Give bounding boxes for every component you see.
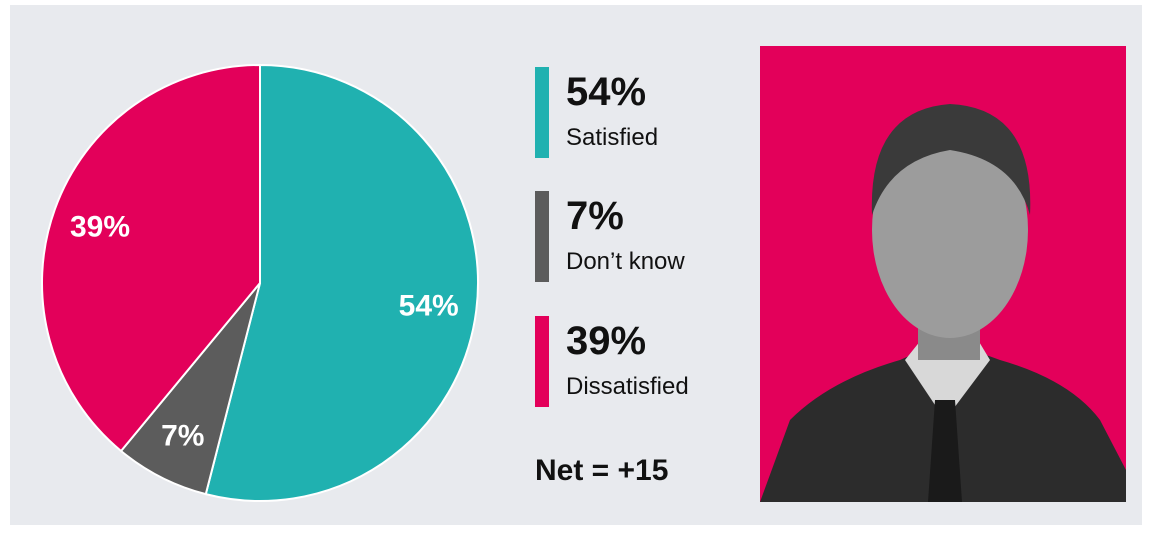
legend-value: 54%: [566, 70, 646, 114]
data-label: 39%: [70, 210, 130, 243]
portrait: [760, 46, 1126, 502]
legend-label: Dissatisfied: [566, 373, 689, 400]
portrait-hair: [871, 104, 1031, 215]
data-label: 54%: [399, 289, 459, 322]
legend-swatch: [535, 191, 549, 282]
pie-slice: [41, 63, 261, 453]
portrait-tie: [928, 400, 962, 502]
legend-label: Satisfied: [566, 124, 658, 151]
legend-label: Don’t know: [566, 248, 685, 275]
legend-swatch: [535, 316, 549, 407]
legend-swatch: [535, 67, 549, 158]
portrait-head: [872, 122, 1028, 338]
pie-slice: [204, 63, 479, 502]
legend-value: 39%: [566, 319, 646, 363]
legend-value: 7%: [566, 194, 624, 238]
net-label: Net = +15: [535, 454, 668, 487]
data-label: 7%: [161, 420, 204, 453]
